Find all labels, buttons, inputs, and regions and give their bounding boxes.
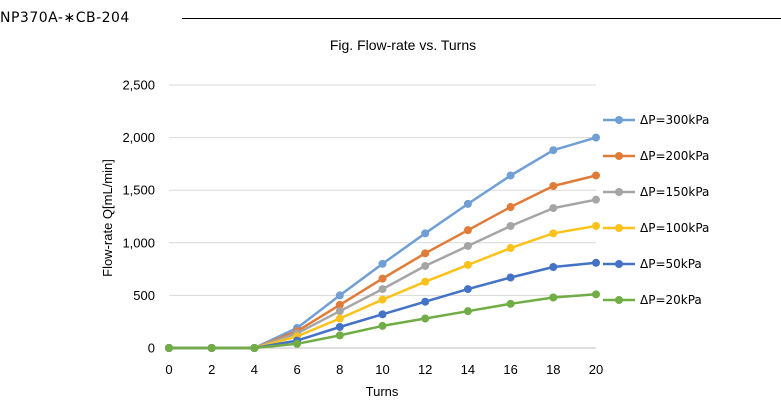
data-point — [378, 274, 387, 283]
legend-label: ΔP=150kPa — [640, 185, 709, 199]
legend-swatch-marker — [615, 260, 623, 268]
legend-item: ΔP=50kPa — [603, 257, 702, 271]
data-point — [592, 195, 600, 204]
data-point — [378, 321, 387, 330]
data-point — [335, 331, 344, 340]
data-point — [549, 229, 558, 238]
x-tick-labels: 0 2 4 6 8 10 12 14 16 18 20 — [165, 362, 603, 377]
data-point — [250, 344, 259, 352]
data-point — [335, 322, 344, 331]
legend-item: ΔP=300kPa — [603, 113, 709, 127]
y-tick-labels: 0 500 1,000 1,500 2,000 2,500 — [122, 78, 155, 356]
data-point — [549, 204, 558, 213]
data-point — [506, 244, 515, 253]
x-tick-label: 10 — [375, 362, 389, 377]
x-tick-label: 16 — [503, 362, 517, 377]
y-tick-label: 1,000 — [122, 235, 155, 250]
legend-label: ΔP=100kPa — [640, 221, 709, 235]
data-point — [549, 293, 558, 302]
data-point — [421, 277, 430, 286]
data-point — [335, 300, 344, 309]
data-point — [335, 307, 344, 316]
y-tick-label: 2,500 — [122, 78, 155, 93]
data-point — [335, 291, 344, 300]
data-point — [335, 314, 344, 323]
data-point — [421, 261, 430, 270]
y-tick-label: 500 — [133, 288, 155, 303]
data-point — [506, 299, 515, 308]
data-point — [506, 203, 515, 212]
legend-item: ΔP=20kPa — [603, 293, 702, 307]
legend-swatch-marker — [615, 188, 623, 196]
x-tick-label: 18 — [546, 362, 560, 377]
legend: ΔP=300kPa ΔP=200kPa ΔP=150kPa ΔP=100kPa ΔP=5… — [603, 113, 709, 307]
y-tick-label: 0 — [148, 341, 155, 356]
data-point — [506, 221, 515, 230]
data-point — [378, 295, 387, 304]
data-point — [207, 344, 216, 352]
x-tick-label: 2 — [208, 362, 215, 377]
data-point — [378, 285, 387, 294]
legend-item: ΔP=200kPa — [603, 149, 709, 163]
legend-swatch-marker — [615, 116, 623, 124]
data-point — [165, 344, 173, 352]
data-point — [421, 229, 430, 238]
data-point — [463, 307, 472, 316]
legend-item: ΔP=150kPa — [603, 185, 709, 199]
data-point — [421, 314, 430, 323]
series-group — [165, 258, 600, 352]
legend-swatch-marker — [615, 152, 623, 160]
data-point — [463, 199, 472, 208]
header-rule — [182, 18, 781, 19]
data-point — [463, 241, 472, 250]
legend-swatch-marker — [615, 296, 623, 304]
legend-label: ΔP=300kPa — [640, 113, 709, 127]
data-point — [592, 258, 600, 267]
x-tick-label: 12 — [418, 362, 432, 377]
data-point — [592, 290, 600, 299]
x-tick-label: 8 — [336, 362, 343, 377]
data-point — [293, 339, 302, 348]
legend-label: ΔP=50kPa — [640, 257, 702, 271]
data-point — [463, 285, 472, 294]
legend-label: ΔP=200kPa — [640, 149, 709, 163]
data-point — [549, 146, 558, 155]
x-tick-label: 20 — [589, 362, 603, 377]
data-point — [463, 260, 472, 269]
legend-item: ΔP=100kPa — [603, 221, 709, 235]
x-tick-label: 4 — [251, 362, 258, 377]
series-group — [165, 290, 600, 352]
y-tick-label: 2,000 — [122, 130, 155, 145]
data-point — [506, 171, 515, 180]
data-point — [592, 221, 600, 230]
series-lines — [165, 133, 600, 352]
data-point — [549, 262, 558, 271]
x-tick-label: 14 — [461, 362, 475, 377]
x-tick-label: 0 — [165, 362, 172, 377]
data-point — [463, 226, 472, 235]
data-point — [592, 171, 600, 180]
chart-title: Fig. Flow-rate vs. Turns — [330, 37, 476, 53]
data-point — [421, 297, 430, 306]
document-code: NP370A-∗CB-204 — [0, 10, 130, 26]
data-point — [506, 273, 515, 282]
legend-label: ΔP=20kPa — [640, 293, 702, 307]
legend-swatch-marker — [615, 224, 623, 232]
x-axis-label: Turns — [366, 384, 399, 399]
data-point — [592, 133, 600, 142]
data-point — [378, 259, 387, 268]
data-point — [421, 249, 430, 258]
y-tick-label: 1,500 — [122, 183, 155, 198]
y-axis-label: Flow-rate Q[mL/min] — [100, 159, 115, 277]
x-tick-label: 6 — [293, 362, 300, 377]
data-point — [549, 181, 558, 190]
data-point — [378, 310, 387, 319]
